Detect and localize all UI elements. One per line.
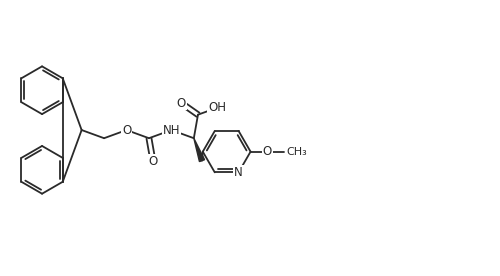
Text: NH: NH bbox=[162, 124, 180, 137]
Text: N: N bbox=[234, 166, 243, 179]
Text: O: O bbox=[262, 145, 272, 158]
Polygon shape bbox=[194, 138, 204, 161]
Text: O: O bbox=[122, 124, 131, 137]
Text: O: O bbox=[176, 97, 186, 110]
Text: OH: OH bbox=[208, 101, 226, 114]
Text: CH₃: CH₃ bbox=[286, 147, 306, 157]
Text: O: O bbox=[148, 155, 158, 168]
